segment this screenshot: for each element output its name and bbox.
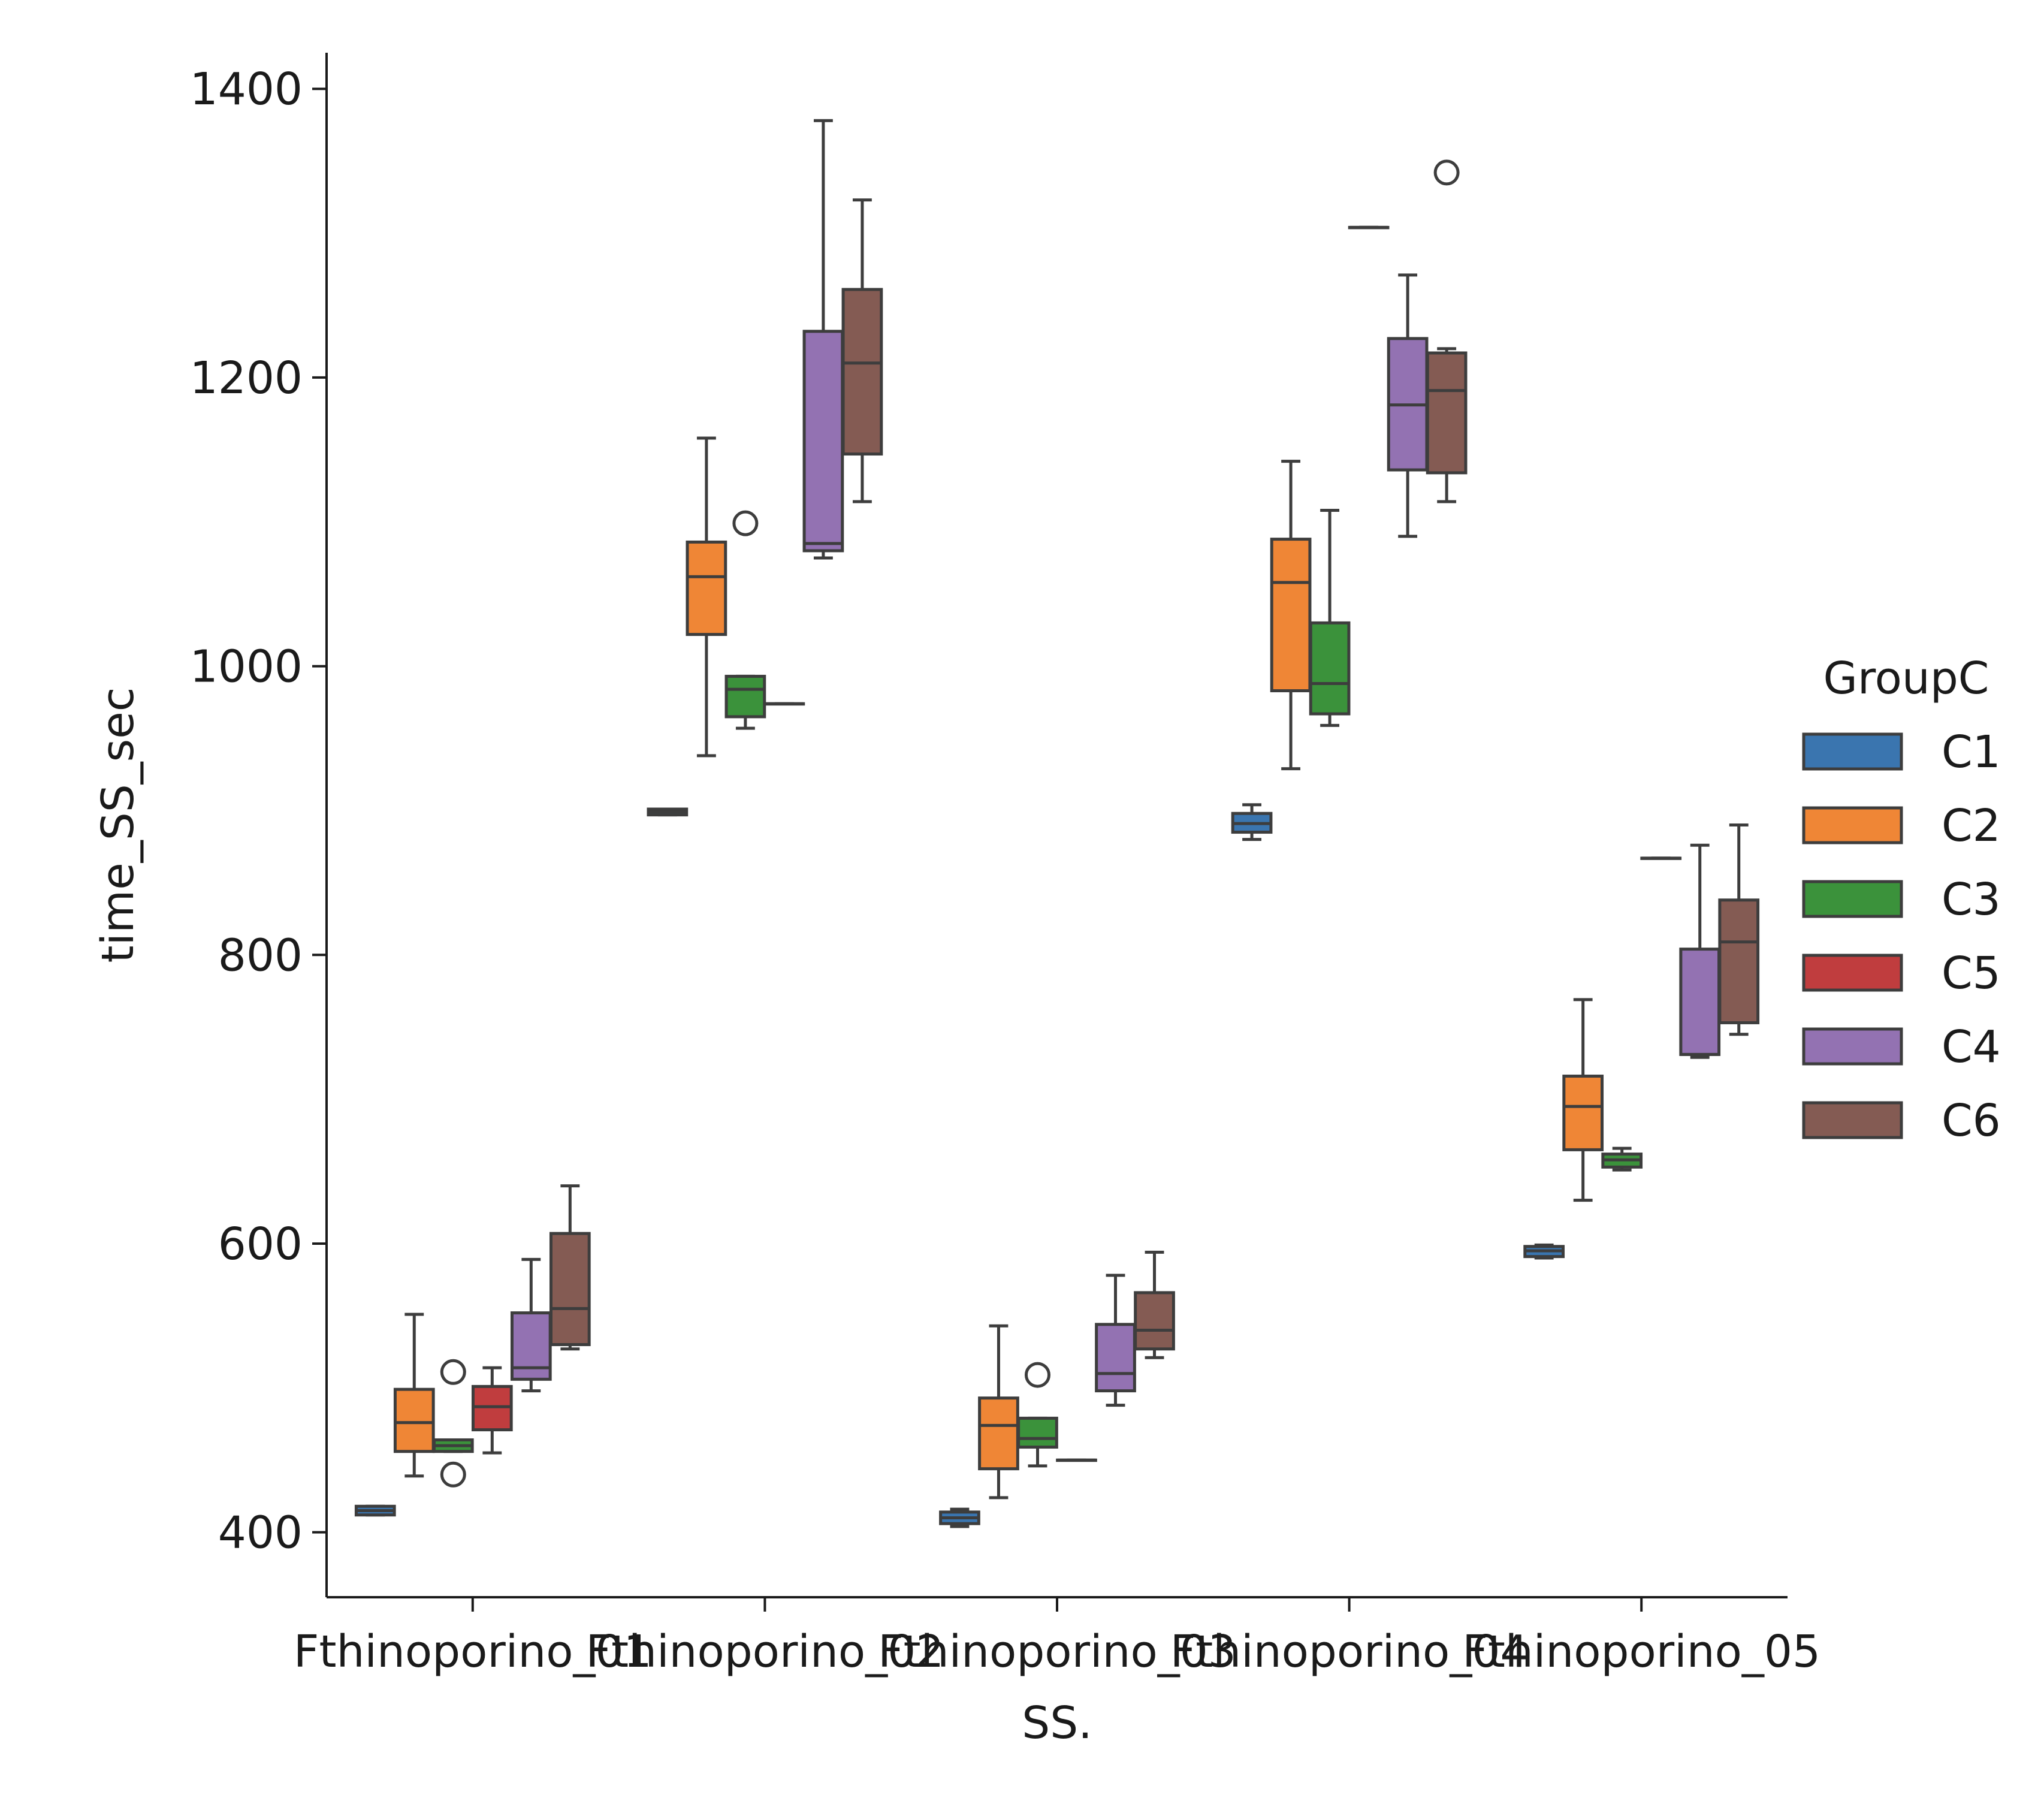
box-C6-2 <box>841 198 883 503</box>
legend: GroupC C1 C2 C3 C5 C4 C6 <box>1802 653 2001 1147</box>
legend-title: GroupC <box>1823 653 1989 704</box>
legend-label: C1 <box>1942 726 2001 778</box>
outlier-point <box>1433 159 1460 186</box>
box-C2-3 <box>978 1324 1019 1500</box>
box-C3-5 <box>1601 1147 1643 1172</box>
box-C4-2 <box>802 119 844 560</box>
box-C4-4 <box>1387 273 1429 538</box>
box-C2-1 <box>393 1313 435 1478</box>
y-tick-label: 1000 <box>190 641 303 693</box>
legend-swatch <box>1802 1101 1903 1139</box>
x-tick-label: Fthinoporino_05 <box>1462 1626 1820 1678</box>
legend-item-C1: C1 <box>1802 726 2001 778</box>
legend-swatch <box>1802 806 1903 844</box>
box-body <box>549 1232 591 1347</box>
box-C6-5 <box>1718 823 1760 1036</box>
box-C6-1 <box>549 1184 591 1351</box>
box-C4-3 <box>1095 1274 1136 1407</box>
box-C1-3 <box>939 1507 980 1528</box>
x-tick-label: Fthinoporino_03 <box>878 1626 1236 1678</box>
box-C6-3 <box>1134 1250 1175 1359</box>
outlier-point <box>440 1461 466 1488</box>
box-body <box>1270 538 1312 693</box>
box-C2-2 <box>686 436 727 758</box>
box-C5-3 <box>1056 1458 1097 1462</box>
box-body <box>393 1387 435 1453</box>
box-body <box>1134 1291 1175 1351</box>
box-C1-2 <box>647 807 689 817</box>
box-C5-4 <box>1348 225 1390 230</box>
outlier-point <box>732 510 759 536</box>
box-body <box>1426 351 1468 475</box>
legend-swatch <box>1802 1027 1903 1066</box>
legend-item-C5: C5 <box>1802 948 2001 999</box>
y-tick-label: 400 <box>218 1507 303 1559</box>
box-C3-2 <box>724 510 766 730</box>
box-C1-4 <box>1231 803 1273 841</box>
box-C5-5 <box>1640 856 1682 860</box>
box-C4-5 <box>1679 843 1721 1059</box>
box-body <box>1309 621 1351 716</box>
legend-label: C4 <box>1942 1021 2001 1073</box>
plot-area <box>354 119 1760 1528</box>
box-body <box>686 540 727 636</box>
x-tick-label: Fthinoporino_04 <box>1170 1626 1529 1678</box>
box-body <box>1562 1075 1604 1151</box>
box-C5-1 <box>471 1366 513 1455</box>
box-C2-4 <box>1270 460 1312 771</box>
legend-item-C4: C4 <box>1802 1021 2001 1073</box>
box-body <box>1679 948 1721 1056</box>
x-tick-label: Fthinoporino_02 <box>586 1626 944 1678</box>
legend-item-C2: C2 <box>1802 800 2001 852</box>
legend-swatch <box>1802 880 1903 918</box>
y-tick-label: 1200 <box>190 352 303 404</box>
y-tick-label: 600 <box>218 1218 303 1270</box>
box-body <box>1718 898 1760 1024</box>
y-tick-label: 1400 <box>190 64 303 115</box>
legend-label: C5 <box>1942 948 2001 999</box>
box-C3-3 <box>1017 1362 1058 1468</box>
box-body <box>1017 1416 1058 1449</box>
box-body <box>724 674 766 719</box>
axes: 400600800100012001400Fthinoporino_01Fthi… <box>190 53 1820 1678</box>
box-C4-1 <box>510 1257 552 1393</box>
y-axis-title: time_SS_sec <box>92 687 144 963</box>
outlier-point <box>1024 1362 1050 1388</box>
x-tick-label: Fthinoporino_01 <box>294 1626 652 1678</box>
box-C3-4 <box>1309 508 1351 727</box>
legend-item-C6: C6 <box>1802 1095 2001 1147</box>
box-C1-5 <box>1523 1243 1565 1260</box>
x-axis-title: SS. <box>1022 1697 1092 1749</box>
box-body <box>802 330 844 553</box>
legend-swatch <box>1802 732 1903 771</box>
box-C2-5 <box>1562 998 1604 1202</box>
box-body <box>841 288 883 456</box>
box-body <box>510 1311 552 1381</box>
legend-item-C3: C3 <box>1802 874 2001 925</box>
box-body <box>1095 1323 1136 1393</box>
legend-label: C6 <box>1942 1095 2001 1147</box>
legend-label: C3 <box>1942 874 2001 925</box>
legend-swatch <box>1802 954 1903 992</box>
box-C1-1 <box>354 1504 396 1517</box>
box-body <box>978 1396 1019 1471</box>
y-tick-label: 800 <box>218 930 303 981</box>
box-C3-1 <box>432 1359 474 1488</box>
box-C6-4 <box>1426 159 1468 503</box>
outlier-point <box>440 1359 466 1385</box>
legend-label: C2 <box>1942 800 2001 852</box>
